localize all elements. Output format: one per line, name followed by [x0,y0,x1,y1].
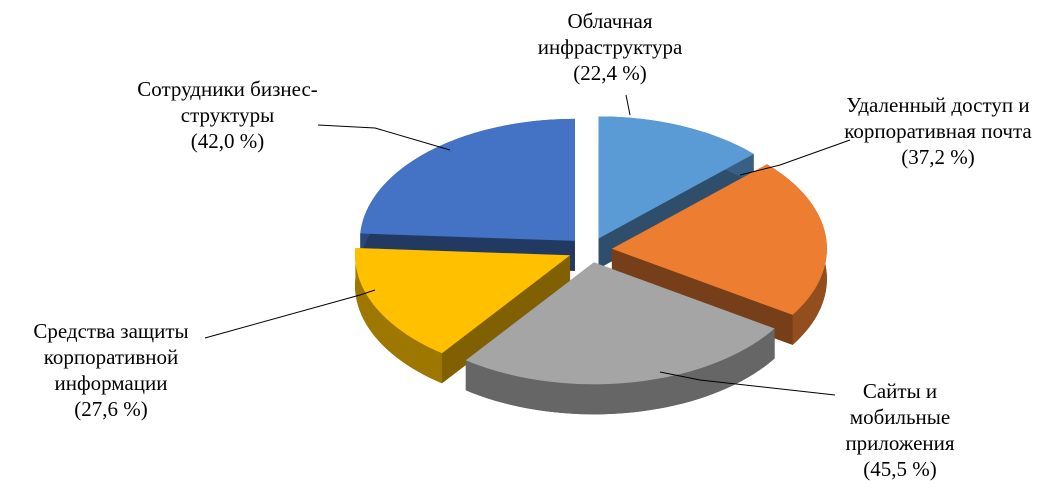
leader-line [625,94,631,116]
slice-label: Сайты и мобильные приложения (45,5 %) [845,379,955,481]
leader-line [659,371,836,396]
slice-label: Сотрудники бизнес-структуры (42,0 %) [137,77,318,153]
slice [360,118,575,241]
leader-line [739,139,851,176]
slice-label: Средства защиты корпоративной информации… [33,319,189,421]
slice [465,262,775,385]
leader-lines [204,94,851,396]
slice-face [441,255,571,384]
leader-line [317,124,451,151]
leader-line [204,289,376,339]
slice-wall [355,247,442,384]
slice [598,116,754,239]
slice [611,164,827,315]
slice [355,247,571,354]
slice-label: Облачная инфраструктура (22,4 %) [537,9,683,85]
slice-wall [465,328,775,415]
slice-tops [355,116,827,385]
slice-label: Удаленный доступ и корпоративная почта (3… [844,93,1032,169]
